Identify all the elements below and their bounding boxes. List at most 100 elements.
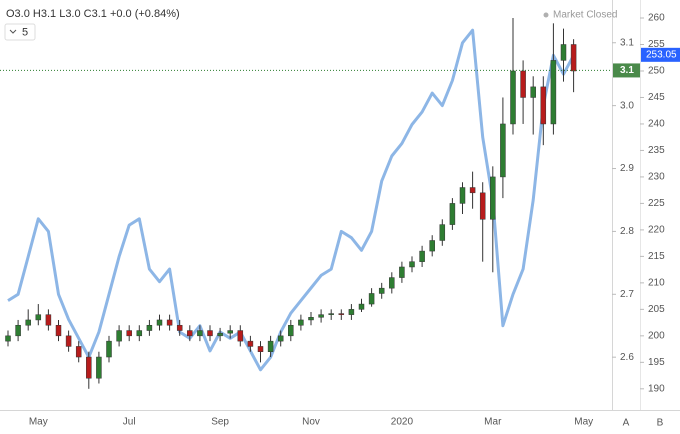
- candle-body: [136, 330, 143, 337]
- candle-body: [419, 250, 425, 262]
- candle-body: [429, 240, 435, 252]
- candle-body: [96, 356, 102, 379]
- y-tick-label: 255: [648, 39, 665, 50]
- candle-body: [318, 314, 324, 318]
- candle-body: [510, 70, 516, 125]
- y-tick-label: 210: [648, 278, 665, 289]
- y-tick-label: 195: [648, 357, 665, 368]
- y-tick-label: 205: [648, 304, 665, 315]
- candle-body: [298, 319, 304, 326]
- interval-label: 5: [22, 26, 28, 38]
- y-tick-label: 240: [648, 119, 665, 130]
- candle-body: [156, 319, 163, 326]
- x-tick-label: 2020: [391, 417, 414, 428]
- candle-body: [479, 192, 486, 220]
- candle-body: [126, 330, 132, 337]
- market-status: Market Closed: [553, 10, 617, 21]
- candle-body: [358, 303, 365, 310]
- candle-body: [86, 356, 92, 379]
- candle-body: [257, 346, 264, 352]
- candle-body: [570, 44, 577, 72]
- y-tick-label: 215: [648, 251, 665, 262]
- ohlc-header: O3.0 H3.1 L3.0 C3.1 +0.0 (+0.84%): [6, 8, 180, 20]
- candle-body: [75, 346, 82, 358]
- y-tick-label: 235: [648, 145, 665, 156]
- candle-body: [520, 70, 526, 98]
- candle-body: [328, 313, 334, 315]
- candle-body: [277, 335, 284, 342]
- candle-body: [55, 324, 62, 337]
- candle-body: [459, 187, 466, 204]
- status-dot: [543, 12, 549, 18]
- candle-body: [116, 330, 122, 342]
- candle-body: [227, 330, 233, 334]
- y2-tick-label: 3.0: [620, 100, 634, 111]
- candle-body: [5, 335, 11, 342]
- y-tick-label: 260: [648, 13, 665, 24]
- candle-body: [389, 277, 395, 289]
- candle-body: [308, 317, 314, 321]
- candle-body: [469, 187, 476, 194]
- y-tick-label: 230: [648, 172, 665, 183]
- corner-button[interactable]: B: [657, 418, 664, 429]
- candle-body: [146, 324, 153, 331]
- candle-body: [45, 314, 52, 326]
- y2-tick-label: 2.6: [620, 352, 634, 363]
- candle-body: [106, 340, 112, 358]
- candle-body: [25, 319, 31, 326]
- candle-body: [439, 224, 446, 241]
- candle-body: [207, 330, 213, 337]
- candle-body: [500, 123, 506, 178]
- candle-body: [187, 330, 193, 337]
- y-tick-label: 200: [648, 330, 665, 341]
- candle-body: [560, 44, 567, 61]
- x-tick-label: Jul: [123, 417, 136, 428]
- y-tick-label: 250: [648, 66, 665, 77]
- y2-tick-label: 2.9: [620, 163, 634, 174]
- candle-body: [197, 330, 203, 337]
- chevron: [9, 29, 17, 34]
- y-tick-label: 225: [648, 198, 665, 209]
- x-tick-label: May: [574, 417, 593, 428]
- y2-tick-label: 3.1: [620, 37, 634, 48]
- x-tick-label: May: [29, 417, 48, 428]
- y2-tick-label: 2.7: [620, 289, 634, 300]
- x-tick-label: Mar: [484, 417, 502, 428]
- candle-body: [368, 293, 375, 305]
- candle-body: [237, 330, 244, 342]
- candle-body: [530, 86, 536, 98]
- candle-body: [338, 313, 345, 315]
- last-value-label: 3.1: [620, 65, 634, 76]
- plot: [5, 18, 577, 389]
- candle-body: [15, 324, 21, 337]
- candle-body: [348, 309, 355, 315]
- candle-body: [166, 319, 173, 326]
- interval-button[interactable]: [4, 23, 36, 41]
- candle-body: [490, 176, 496, 220]
- candle-body: [399, 266, 405, 278]
- candle-body: [176, 324, 183, 331]
- corner-button[interactable]: A: [623, 418, 630, 429]
- candle-body: [247, 340, 254, 347]
- x-tick-label: Sep: [211, 417, 229, 428]
- y2-tick-label: 2.8: [620, 226, 634, 237]
- candle-body: [409, 261, 415, 268]
- candle-body: [35, 314, 42, 321]
- candle-body: [449, 203, 456, 225]
- candle-body: [378, 287, 385, 294]
- candle-body: [217, 332, 223, 337]
- candle-body: [267, 340, 274, 352]
- last-value-box: [613, 63, 640, 78]
- y-tick-label: 220: [648, 225, 665, 236]
- y-tick-label: 245: [648, 92, 665, 103]
- y-tick-label: 190: [648, 383, 665, 394]
- candle-body: [65, 335, 72, 347]
- candle-body: [288, 324, 294, 337]
- last-price-label: 253.05: [646, 49, 677, 60]
- overlay-line: [7, 28, 575, 372]
- last-price-box: [641, 47, 680, 62]
- candle-body: [540, 86, 547, 125]
